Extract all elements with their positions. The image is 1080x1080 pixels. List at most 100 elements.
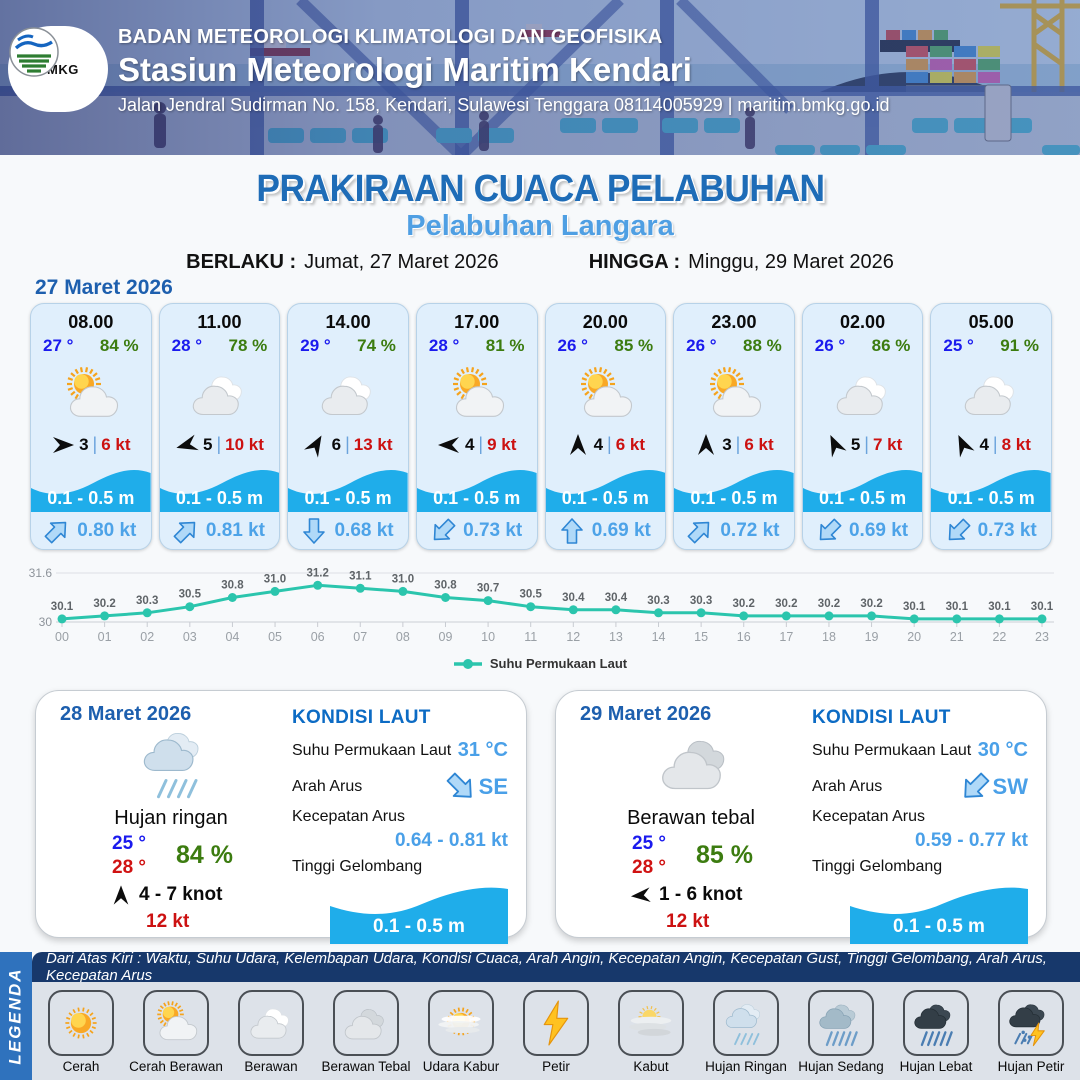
day-date: 29 Maret 2026 xyxy=(580,703,712,725)
forecast-card: 23.00 26 ° 88 % 3 | 6 kt 0.1 - 0.5 m 0.7… xyxy=(673,303,795,550)
svg-text:13: 13 xyxy=(609,630,623,644)
valid-from: BERLAKU : Jumat, 27 Maret 2026 xyxy=(186,251,499,274)
svg-text:31.0: 31.0 xyxy=(392,573,414,585)
wind-direction-icon xyxy=(175,434,199,455)
wind-speed: 6 xyxy=(331,434,342,454)
gust-speed: 9 kt xyxy=(487,434,517,454)
svg-text:30.8: 30.8 xyxy=(434,580,457,592)
forecast-card: 02.00 26 ° 86 % 5 | 7 kt 0.1 - 0.5 m 0.6… xyxy=(801,303,924,550)
legend-weather-icon xyxy=(238,990,304,1056)
svg-text:30.1: 30.1 xyxy=(1031,601,1054,613)
forecast-card: 14.00 29 ° 74 % 6 | 13 kt 0.1 - 0.5 m 0.… xyxy=(287,303,409,550)
wave-shape xyxy=(416,469,537,512)
forecast-card: 11.00 28 ° 78 % 5 | 10 kt 0.1 - 0.5 m 0.… xyxy=(158,303,281,550)
sst-label: Suhu Permukaan Laut xyxy=(812,741,972,759)
temp-humidity-row: 26 ° 88 % xyxy=(674,333,794,356)
port-illustration xyxy=(0,0,1080,155)
svg-text:01: 01 xyxy=(98,630,112,644)
wave-shape xyxy=(674,469,794,512)
gust-speed: 6 kt xyxy=(744,434,774,454)
wave-height-band: 0.1 - 0.5 m xyxy=(288,460,408,512)
svg-text:10: 10 xyxy=(481,630,495,644)
air-temperature: 29 ° xyxy=(300,336,331,355)
temp-humidity-row: 28 ° 78 % xyxy=(160,333,280,356)
sst-chart: 31.6 30 00 01 02 03 04 05 06 07 08 09 10 11 12 13 14 15 16… xyxy=(26,558,1056,654)
day-temp-min: 25 ° xyxy=(112,833,147,854)
legend-item-label: Kabut xyxy=(633,1059,669,1074)
forecast-time: 23.00 xyxy=(711,312,757,332)
bmkg-emblem-icon xyxy=(9,27,59,77)
wave-height-box: 0.1 - 0.5 m xyxy=(330,880,508,944)
current-speed: 0.81 kt xyxy=(205,519,266,541)
svg-text:11: 11 xyxy=(524,630,537,644)
svg-text:17: 17 xyxy=(779,630,793,644)
legend-item-label: Udara Kabur xyxy=(422,1059,500,1074)
wind-direction-icon xyxy=(110,884,132,905)
current-speed: 0.68 kt xyxy=(334,519,394,541)
wave-height-band: 0.1 - 0.5 m xyxy=(31,460,151,512)
agency-name: BADAN METEOROLOGI KLIMATOLOGI DAN GEOFIS… xyxy=(118,26,663,48)
humidity: 86 % xyxy=(871,336,911,355)
wave-shape xyxy=(330,887,508,944)
current-speed-value: 0.64 - 0.81 kt xyxy=(394,830,508,851)
wave-height-band: 0.1 - 0.5 m xyxy=(545,460,666,512)
humidity: 78 % xyxy=(228,336,268,355)
svg-text:05: 05 xyxy=(268,630,282,644)
wave-shape xyxy=(288,469,408,512)
current-speed: 0.69 kt xyxy=(848,519,909,541)
legend-item: Petir xyxy=(510,990,602,1074)
air-temperature: 28 ° xyxy=(428,336,460,355)
forecast-time: 08.00 xyxy=(68,312,114,332)
wind-direction-icon xyxy=(630,886,652,905)
current-dir-value: SE xyxy=(478,774,508,799)
wave-height: 0.1 - 0.5 m xyxy=(561,488,649,508)
svg-text:15: 15 xyxy=(694,630,708,644)
current-dir-label: Arah Arus xyxy=(812,778,883,795)
wave-height: 0.1 - 0.5 m xyxy=(947,488,1035,508)
legend-weather-icon xyxy=(903,990,969,1056)
wave-height-band: 0.1 - 0.5 m xyxy=(802,460,923,512)
wave-height: 0.1 - 0.5 m xyxy=(175,488,263,508)
svg-text:06: 06 xyxy=(311,630,325,644)
svg-text:31.6: 31.6 xyxy=(29,566,53,580)
wave-height-box: 0.1 - 0.5 m xyxy=(850,880,1028,944)
svg-text:20: 20 xyxy=(907,630,921,644)
wind-speed: 5 xyxy=(850,434,861,454)
wind-row: 4 | 9 kt xyxy=(437,434,516,455)
wave-height: 0.1 - 0.5 m xyxy=(304,488,392,508)
legend-weather-icon xyxy=(428,990,494,1056)
wave-shape xyxy=(931,469,1051,512)
legend-item-label: Hujan Sedang xyxy=(798,1059,884,1074)
svg-text:30.4: 30.4 xyxy=(605,592,628,604)
legend-marker-icon xyxy=(453,658,482,669)
current-direction-icon xyxy=(946,518,971,544)
svg-text:19: 19 xyxy=(865,630,879,644)
bmkg-logo: BMKG xyxy=(8,26,108,112)
air-temperature: 28 ° xyxy=(171,336,203,355)
wind-row: 3 | 6 kt xyxy=(694,433,774,455)
svg-text:30.3: 30.3 xyxy=(647,595,669,607)
svg-text:30.3: 30.3 xyxy=(690,595,712,607)
pipe-separator: | xyxy=(92,434,98,454)
current-row: 0.69 kt xyxy=(803,512,923,549)
svg-text:18: 18 xyxy=(822,630,836,644)
berlaku-value: Jumat, 27 Maret 2026 xyxy=(304,251,499,273)
current-direction-icon xyxy=(173,518,198,544)
svg-text:30.1: 30.1 xyxy=(903,601,926,613)
legend-item-label: Petir xyxy=(542,1059,570,1074)
svg-text:30: 30 xyxy=(39,615,53,629)
humidity: 74 % xyxy=(357,336,396,355)
hingga-value: Minggu, 29 Maret 2026 xyxy=(688,251,894,273)
air-temperature: 26 ° xyxy=(814,336,846,355)
svg-text:08: 08 xyxy=(396,630,410,644)
current-speed-label: Kecepatan Arus xyxy=(292,808,405,825)
svg-text:31.2: 31.2 xyxy=(307,567,329,579)
humidity: 91 % xyxy=(1000,336,1039,355)
station-address: Jalan Jendral Sudirman No. 158, Kendari,… xyxy=(118,95,890,115)
sea-condition-panel: KONDISI LAUT Suhu Permukaan Laut 31 °C A… xyxy=(292,707,508,944)
weather-icon xyxy=(55,358,127,432)
hourly-forecast-row: 08.00 27 ° 84 % 3 | 6 kt 0.1 - 0.5 m 0.8… xyxy=(30,303,1052,550)
current-speed: 0.73 kt xyxy=(977,519,1037,541)
wave-height-band: 0.1 - 0.5 m xyxy=(159,460,280,512)
svg-text:30.1: 30.1 xyxy=(988,601,1011,613)
